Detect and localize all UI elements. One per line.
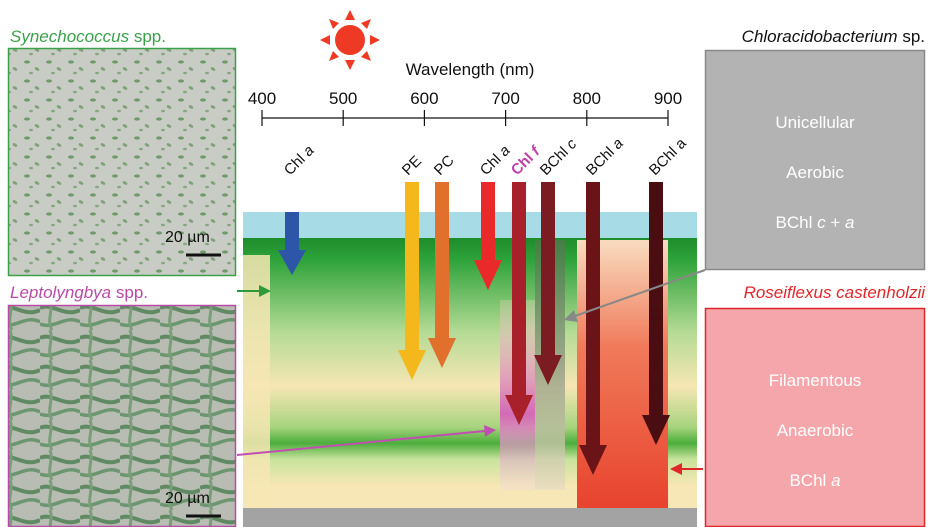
pigment-label: BChl a xyxy=(646,135,690,179)
leptolyngbya-title: Leptolyngbya spp. xyxy=(10,283,148,302)
sun-icon xyxy=(320,10,380,70)
pigment-label: Chl a xyxy=(281,142,318,179)
tick-label: 500 xyxy=(329,89,357,108)
box-text: Unicellular xyxy=(775,113,855,132)
pigment-label: Chl f xyxy=(508,142,545,179)
box-text: Aerobic xyxy=(786,163,844,182)
pigment-label: BChl a xyxy=(583,135,627,179)
box-text: Filamentous xyxy=(769,371,862,390)
pigment-label: PE xyxy=(399,153,425,179)
scale-label: 20 µm xyxy=(165,229,210,246)
tick-label: 700 xyxy=(491,89,519,108)
water-layer xyxy=(243,212,697,238)
pigment-label: BChl c xyxy=(537,135,581,179)
box-text: BChl c + a xyxy=(776,213,855,232)
synechococcus-title: Synechococcus spp. xyxy=(10,27,166,46)
tick-label: 400 xyxy=(248,89,276,108)
box-text: BChl a xyxy=(789,471,840,490)
box-text: Anaerobic xyxy=(777,421,854,440)
roseiflexus-title: Roseiflexus castenholzii xyxy=(744,283,927,302)
axis-label: Wavelength (nm) xyxy=(406,60,535,79)
tick-label: 600 xyxy=(410,89,438,108)
scale-label: 20 µm xyxy=(165,490,210,507)
axis-ticks: 400 500 600 700 800 900 xyxy=(248,89,682,126)
chloracidobacterium-box xyxy=(706,51,925,270)
tick-label: 900 xyxy=(654,89,682,108)
chloracidobacterium-title: Chloracidobacterium sp. xyxy=(742,27,925,46)
pigment-label: Chl a xyxy=(477,142,514,179)
figure: Synechococcus spp. 20 µm Leptolyngbya sp… xyxy=(0,0,932,527)
pigment-label: PC xyxy=(431,152,458,179)
roseiflexus-box xyxy=(706,309,925,527)
tick-label: 800 xyxy=(573,89,601,108)
sediment-layer xyxy=(243,508,697,527)
